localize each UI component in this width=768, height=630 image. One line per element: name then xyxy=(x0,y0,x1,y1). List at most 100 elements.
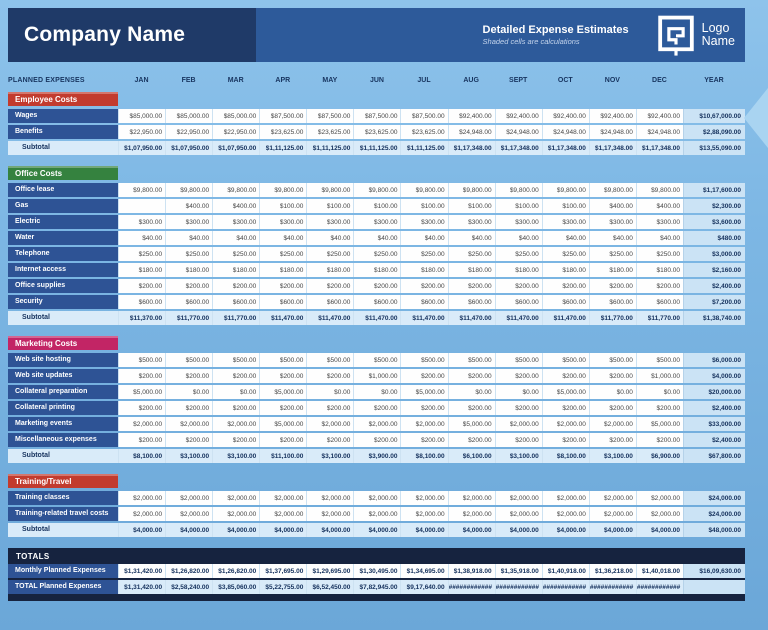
value-cell[interactable]: $200.00 xyxy=(259,401,307,415)
total-cell[interactable]: $1,40,918.00 xyxy=(541,564,589,578)
value-cell[interactable]: $100.00 xyxy=(259,199,307,213)
value-cell[interactable]: $0.00 xyxy=(494,385,542,399)
value-cell[interactable]: $2,000.00 xyxy=(541,507,589,521)
value-cell[interactable]: $2,000.00 xyxy=(306,507,354,521)
total-cell[interactable]: ############ xyxy=(494,580,542,594)
year-cell[interactable]: $24,000.00 xyxy=(682,507,745,521)
value-cell[interactable]: $2,000.00 xyxy=(259,507,307,521)
value-cell[interactable]: $2,000.00 xyxy=(118,417,166,431)
subtotal-cell[interactable]: $1,17,348.00 xyxy=(447,141,495,155)
value-cell[interactable]: $400.00 xyxy=(635,199,683,213)
subtotal-cell[interactable]: $4,000.00 xyxy=(494,523,542,537)
value-cell[interactable]: $2,000.00 xyxy=(212,507,260,521)
subtotal-cell[interactable]: $11,470.00 xyxy=(494,311,542,325)
total-cell[interactable]: $3,85,060.00 xyxy=(212,580,260,594)
value-cell[interactable]: $5,000.00 xyxy=(447,417,495,431)
value-cell[interactable]: $300.00 xyxy=(400,215,448,229)
subtotal-cell[interactable]: $1,07,950.00 xyxy=(212,141,260,155)
value-cell[interactable]: $5,000.00 xyxy=(541,385,589,399)
value-cell[interactable]: $500.00 xyxy=(306,353,354,367)
value-cell[interactable]: $2,000.00 xyxy=(212,491,260,505)
value-cell[interactable]: $5,000.00 xyxy=(635,417,683,431)
value-cell[interactable]: $9,800.00 xyxy=(588,183,636,197)
subtotal-cell[interactable]: $4,000.00 xyxy=(306,523,354,537)
value-cell[interactable]: $100.00 xyxy=(306,199,354,213)
subtotal-cell[interactable]: $11,370.00 xyxy=(118,311,166,325)
value-cell[interactable]: $250.00 xyxy=(353,247,401,261)
subtotal-cell[interactable]: $1,11,125.00 xyxy=(306,141,354,155)
value-cell[interactable]: $200.00 xyxy=(165,401,213,415)
value-cell[interactable]: $2,000.00 xyxy=(212,417,260,431)
year-cell[interactable]: $48,000.00 xyxy=(682,523,745,537)
subtotal-cell[interactable]: $1,17,348.00 xyxy=(635,141,683,155)
value-cell[interactable]: $200.00 xyxy=(306,369,354,383)
value-cell[interactable]: $200.00 xyxy=(212,279,260,293)
year-cell[interactable]: $10,67,000.00 xyxy=(682,109,745,123)
total-cell[interactable]: $1,37,695.00 xyxy=(259,564,307,578)
value-cell[interactable]: $500.00 xyxy=(353,353,401,367)
subtotal-cell[interactable]: $11,770.00 xyxy=(588,311,636,325)
value-cell[interactable]: $200.00 xyxy=(447,279,495,293)
value-cell[interactable]: $500.00 xyxy=(635,353,683,367)
value-cell[interactable]: $23,625.00 xyxy=(306,125,354,139)
value-cell[interactable]: $600.00 xyxy=(165,295,213,309)
value-cell[interactable] xyxy=(118,199,166,213)
total-cell[interactable]: $1,40,018.00 xyxy=(635,564,683,578)
subtotal-cell[interactable]: $4,000.00 xyxy=(447,523,495,537)
value-cell[interactable]: $400.00 xyxy=(588,199,636,213)
value-cell[interactable]: $200.00 xyxy=(635,279,683,293)
value-cell[interactable]: $200.00 xyxy=(494,369,542,383)
value-cell[interactable]: $500.00 xyxy=(400,353,448,367)
value-cell[interactable]: $250.00 xyxy=(165,247,213,261)
value-cell[interactable]: $200.00 xyxy=(541,433,589,447)
value-cell[interactable]: $200.00 xyxy=(118,369,166,383)
subtotal-cell[interactable]: $8,100.00 xyxy=(118,449,166,463)
value-cell[interactable]: $180.00 xyxy=(588,263,636,277)
value-cell[interactable]: $200.00 xyxy=(400,401,448,415)
value-cell[interactable]: $250.00 xyxy=(400,247,448,261)
value-cell[interactable]: $600.00 xyxy=(494,295,542,309)
value-cell[interactable]: $2,000.00 xyxy=(118,491,166,505)
value-cell[interactable]: $200.00 xyxy=(400,279,448,293)
total-cell[interactable]: $1,31,420.00 xyxy=(118,564,166,578)
value-cell[interactable]: $600.00 xyxy=(306,295,354,309)
value-cell[interactable]: $85,000.00 xyxy=(212,109,260,123)
subtotal-cell[interactable]: $4,000.00 xyxy=(353,523,401,537)
value-cell[interactable]: $250.00 xyxy=(212,247,260,261)
value-cell[interactable]: $180.00 xyxy=(400,263,448,277)
value-cell[interactable]: $300.00 xyxy=(494,215,542,229)
total-cell[interactable]: $6,52,450.00 xyxy=(306,580,354,594)
subtotal-cell[interactable]: $1,17,348.00 xyxy=(588,141,636,155)
value-cell[interactable]: $2,000.00 xyxy=(400,507,448,521)
year-cell[interactable]: $20,000.00 xyxy=(682,385,745,399)
subtotal-cell[interactable]: $6,900.00 xyxy=(635,449,683,463)
subtotal-cell[interactable]: $4,000.00 xyxy=(541,523,589,537)
value-cell[interactable]: $400.00 xyxy=(165,199,213,213)
value-cell[interactable]: $200.00 xyxy=(212,433,260,447)
value-cell[interactable]: $92,400.00 xyxy=(541,109,589,123)
total-cell[interactable]: $1,29,695.00 xyxy=(306,564,354,578)
value-cell[interactable]: $92,400.00 xyxy=(588,109,636,123)
value-cell[interactable]: $180.00 xyxy=(165,263,213,277)
value-cell[interactable]: $85,000.00 xyxy=(118,109,166,123)
value-cell[interactable]: $2,000.00 xyxy=(165,507,213,521)
subtotal-cell[interactable]: $1,11,125.00 xyxy=(259,141,307,155)
subtotal-cell[interactable]: $1,07,950.00 xyxy=(118,141,166,155)
value-cell[interactable]: $250.00 xyxy=(588,247,636,261)
total-cell[interactable]: $1,34,695.00 xyxy=(400,564,448,578)
value-cell[interactable]: $9,800.00 xyxy=(353,183,401,197)
value-cell[interactable]: $600.00 xyxy=(447,295,495,309)
value-cell[interactable]: $200.00 xyxy=(118,401,166,415)
value-cell[interactable]: $250.00 xyxy=(447,247,495,261)
value-cell[interactable]: $2,000.00 xyxy=(447,507,495,521)
total-cell[interactable]: $1,31,420.00 xyxy=(118,580,166,594)
value-cell[interactable]: $500.00 xyxy=(118,353,166,367)
value-cell[interactable]: $300.00 xyxy=(165,215,213,229)
subtotal-cell[interactable]: $11,470.00 xyxy=(306,311,354,325)
year-cell[interactable]: $2,400.00 xyxy=(682,279,745,293)
value-cell[interactable]: $200.00 xyxy=(353,279,401,293)
subtotal-cell[interactable]: $8,100.00 xyxy=(400,449,448,463)
value-cell[interactable]: $200.00 xyxy=(212,369,260,383)
value-cell[interactable]: $600.00 xyxy=(259,295,307,309)
value-cell[interactable]: $2,000.00 xyxy=(494,507,542,521)
